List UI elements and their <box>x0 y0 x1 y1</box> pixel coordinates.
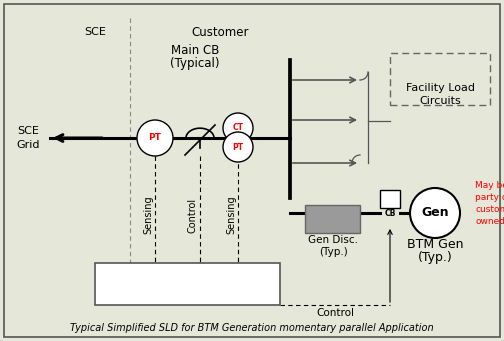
Circle shape <box>137 120 173 156</box>
Circle shape <box>223 113 253 143</box>
Text: Circuits: Circuits <box>419 96 461 106</box>
Text: Typical Simplified SLD for BTM Generation momentary parallel Application: Typical Simplified SLD for BTM Generatio… <box>70 323 434 333</box>
Text: CB: CB <box>385 208 396 218</box>
Text: Control: Control <box>188 197 198 233</box>
Text: SCE: SCE <box>17 126 39 136</box>
Text: (Typ.): (Typ.) <box>319 247 347 257</box>
Bar <box>380 190 400 208</box>
Bar <box>95 263 280 305</box>
Text: Customer: Customer <box>191 26 249 39</box>
Text: Main CB: Main CB <box>171 44 219 57</box>
Text: Facility Load: Facility Load <box>406 83 474 93</box>
Text: Gen: Gen <box>421 207 449 220</box>
Text: Sensing: Sensing <box>143 196 153 234</box>
Text: owned: owned <box>475 217 504 225</box>
Bar <box>390 53 490 105</box>
Text: BTM Gen: BTM Gen <box>407 238 463 252</box>
Text: (Typ.): (Typ.) <box>418 252 453 265</box>
Text: Gen Disc.: Gen Disc. <box>308 235 358 245</box>
Text: PT: PT <box>149 133 161 143</box>
Circle shape <box>410 188 460 238</box>
Text: PT: PT <box>232 143 243 151</box>
Text: CT: CT <box>232 123 243 133</box>
Circle shape <box>223 132 253 162</box>
Text: party or: party or <box>475 193 504 202</box>
Text: customer: customer <box>475 205 504 213</box>
Text: (Typical): (Typical) <box>170 57 220 70</box>
Text: May be 3: May be 3 <box>475 180 504 190</box>
Text: Relays and MG: Relays and MG <box>147 275 229 285</box>
Text: Control: Control <box>316 308 354 318</box>
Text: Sensing: Sensing <box>226 196 236 234</box>
Bar <box>305 205 360 233</box>
Text: SCE: SCE <box>84 27 106 37</box>
Text: Grid: Grid <box>16 140 40 150</box>
Text: Controls: Controls <box>165 288 211 298</box>
